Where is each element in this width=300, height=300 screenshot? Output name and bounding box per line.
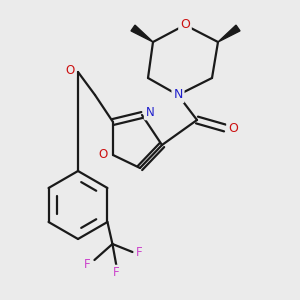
Text: O: O bbox=[65, 64, 75, 76]
Text: N: N bbox=[146, 106, 154, 118]
Text: N: N bbox=[173, 88, 183, 101]
Text: F: F bbox=[136, 245, 143, 259]
Text: O: O bbox=[228, 122, 238, 134]
Text: O: O bbox=[98, 148, 108, 161]
Text: F: F bbox=[84, 257, 91, 271]
Polygon shape bbox=[218, 25, 240, 42]
Text: F: F bbox=[113, 266, 120, 280]
Polygon shape bbox=[131, 25, 153, 42]
Text: O: O bbox=[180, 19, 190, 32]
